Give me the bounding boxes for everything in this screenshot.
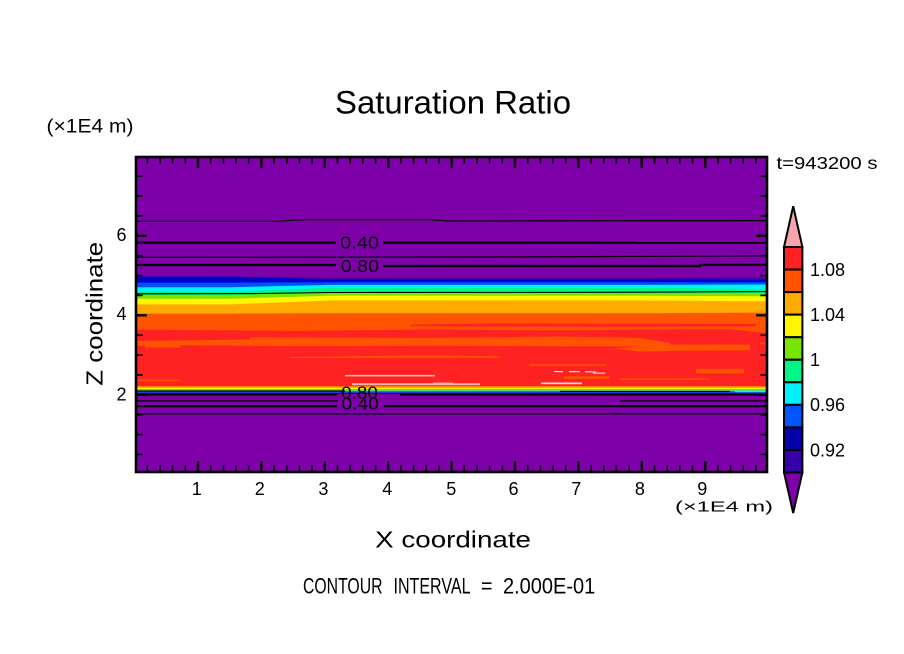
svg-text:5: 5	[446, 479, 456, 499]
svg-text:8: 8	[635, 479, 645, 499]
svg-text:0.40: 0.40	[341, 393, 379, 413]
svg-text:INTERVAL: INTERVAL	[394, 573, 471, 598]
svg-text:0.40: 0.40	[340, 232, 379, 252]
svg-text:6: 6	[116, 225, 126, 245]
svg-text:1: 1	[192, 479, 202, 499]
svg-text:4: 4	[382, 479, 392, 499]
svg-text:2.000E-01: 2.000E-01	[503, 573, 595, 598]
svg-text:(×1E4 m): (×1E4 m)	[47, 117, 134, 138]
svg-text:X coordinate: X coordinate	[375, 527, 531, 553]
svg-text:Saturation Ratio: Saturation Ratio	[335, 85, 571, 121]
svg-text:t=943200 s: t=943200 s	[777, 153, 878, 173]
svg-text:0.80: 0.80	[341, 256, 379, 276]
svg-text:1: 1	[810, 350, 820, 370]
svg-text:7: 7	[571, 479, 581, 499]
svg-text:Z coordinate: Z coordinate	[82, 242, 108, 386]
svg-text:2: 2	[116, 384, 126, 404]
svg-text:CONTOUR: CONTOUR	[303, 573, 383, 598]
svg-text:0.80: 0.80	[341, 383, 378, 403]
svg-text:0.92: 0.92	[810, 440, 845, 460]
svg-text:(×1E4 m): (×1E4 m)	[675, 499, 773, 516]
svg-text:9: 9	[697, 479, 707, 499]
svg-text:1.04: 1.04	[810, 305, 845, 325]
svg-text:2: 2	[255, 479, 265, 499]
svg-text:3: 3	[318, 479, 328, 499]
svg-text:0.96: 0.96	[810, 395, 845, 415]
svg-text:4: 4	[116, 304, 126, 324]
svg-text:1.08: 1.08	[810, 260, 845, 280]
svg-text:6: 6	[508, 479, 518, 499]
svg-text:=: =	[481, 573, 493, 598]
